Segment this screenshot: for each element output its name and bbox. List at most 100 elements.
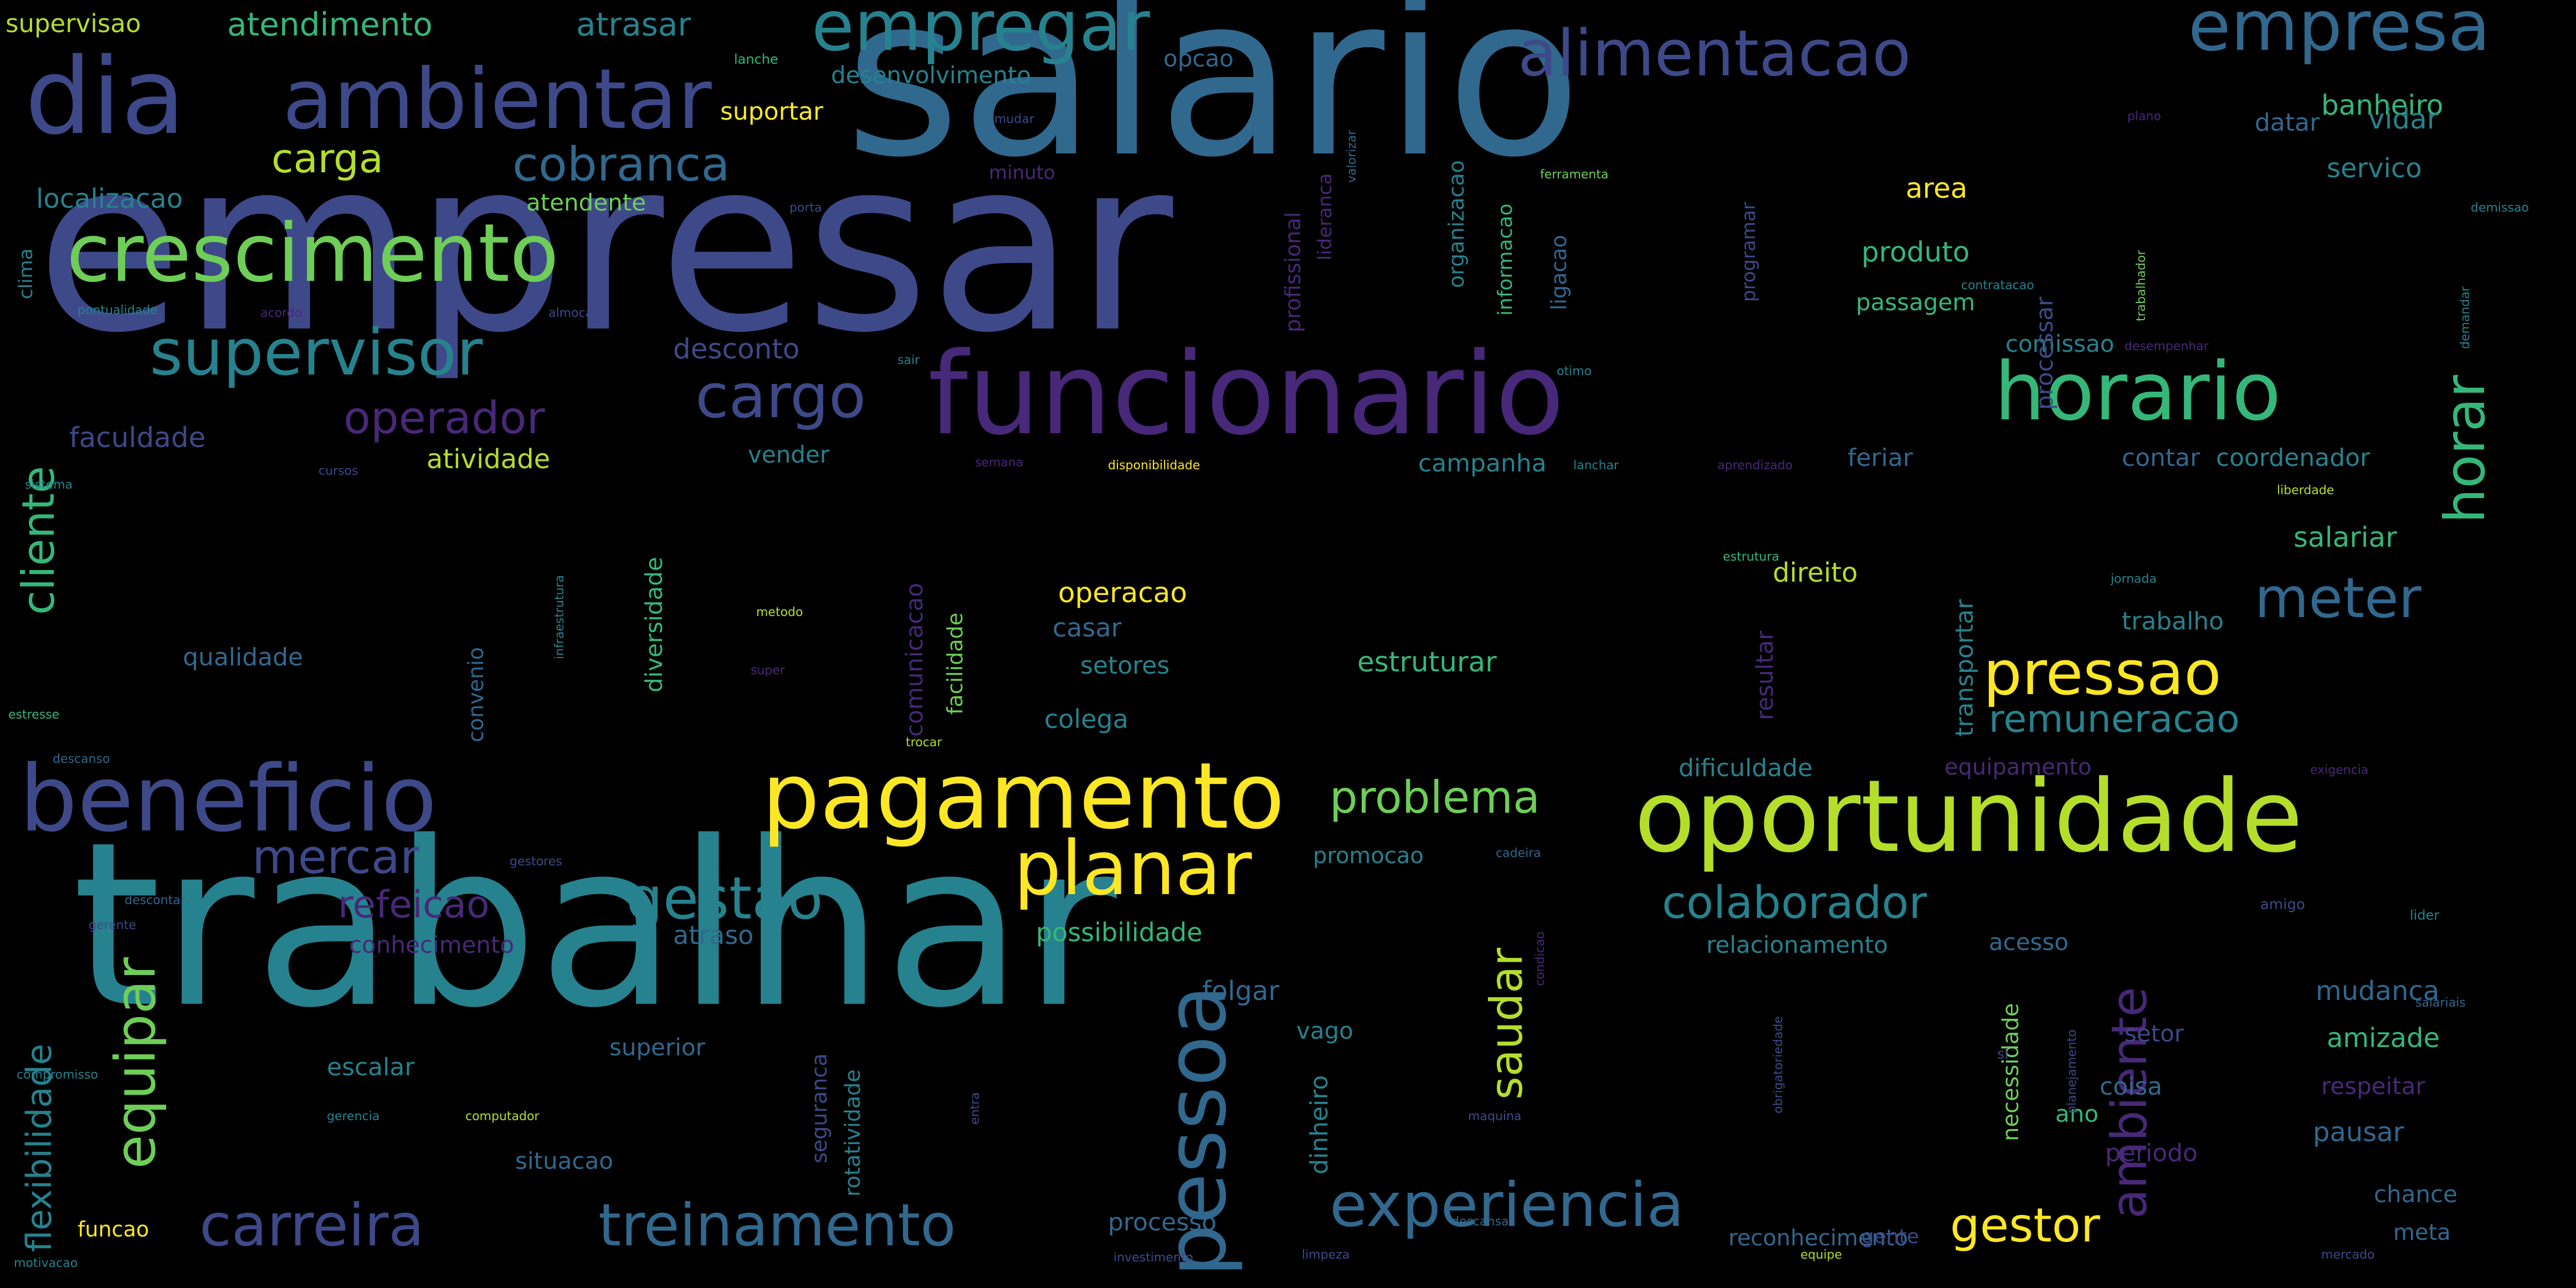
cloud-word: vago — [1296, 1017, 1353, 1044]
cloud-word: diversidade — [640, 557, 668, 692]
cloud-word: planejamento — [2065, 1029, 2079, 1113]
cloud-word: qualidade — [183, 643, 304, 671]
cloud-word: semana — [975, 456, 1024, 470]
cloud-word: atividade — [427, 444, 551, 475]
cloud-word: chance — [2374, 1181, 2457, 1208]
cloud-word: pausar — [2313, 1117, 2404, 1148]
cloud-word: organizacao — [1444, 160, 1469, 288]
cloud-word: limpeza — [1302, 1248, 1350, 1262]
cloud-word: exigencia — [2310, 763, 2369, 777]
cloud-word: treinamento — [598, 1192, 956, 1259]
cloud-word: produto — [1861, 236, 1970, 268]
cloud-word: saudar — [1481, 947, 1532, 1100]
cloud-word: descontar — [125, 894, 186, 907]
cloud-word: colega — [1044, 704, 1128, 734]
cloud-word: convenio — [464, 647, 488, 742]
cloud-word: funcao — [78, 1217, 149, 1241]
cloud-word: plano — [2127, 110, 2161, 124]
cloud-word: periodo — [2105, 1139, 2198, 1167]
cloud-word: gente — [1861, 1225, 1920, 1248]
cloud-word: informacao — [1494, 203, 1517, 316]
cloud-word: escalar — [327, 1053, 415, 1081]
cloud-word: carga — [271, 135, 383, 182]
cloud-word: disponibilidade — [1108, 459, 1200, 473]
cloud-word: area — [1906, 172, 1968, 204]
cloud-word: campanha — [1418, 449, 1547, 478]
cloud-word: sair — [897, 353, 920, 367]
cloud-word: programar — [1738, 202, 1760, 302]
cloud-word: profissional — [1281, 212, 1305, 332]
cloud-word: comunicacao — [901, 583, 928, 737]
cloud-word: refeicao — [338, 883, 490, 927]
cloud-word: estrutura — [1723, 550, 1779, 564]
cloud-word: vidar — [2368, 103, 2439, 135]
cloud-word: motivacao — [14, 1256, 78, 1270]
cloud-word: suportar — [720, 98, 824, 126]
cloud-word: cargo — [695, 361, 866, 432]
cloud-word: promocao — [1313, 843, 1424, 869]
cloud-word: cursos — [319, 464, 358, 478]
cloud-word: acesso — [1989, 928, 2069, 956]
cloud-word: salario — [845, 0, 1582, 206]
cloud-word: meta — [2393, 1220, 2451, 1245]
cloud-word: lider — [2410, 907, 2440, 923]
cloud-word: trocar — [906, 736, 942, 750]
cloud-word: empresa — [2188, 0, 2491, 66]
cloud-word: super — [751, 664, 785, 678]
cloud-word: remuneracao — [1989, 697, 2240, 741]
cloud-word: desconto — [673, 333, 800, 365]
cloud-word: atendente — [526, 189, 646, 216]
cloud-word: casar — [1053, 613, 1122, 643]
cloud-word: salariar — [2293, 521, 2397, 553]
cloud-word: crescimento — [66, 207, 559, 300]
cloud-word: ambientar — [283, 52, 712, 148]
cloud-word: minuto — [989, 162, 1055, 184]
cloud-word: porta — [789, 201, 822, 215]
cloud-word: operador — [343, 392, 545, 444]
cloud-word: cadeira — [1496, 846, 1541, 860]
cloud-word: reconhecimento — [1728, 1225, 1908, 1251]
cloud-word: estruturar — [1357, 646, 1497, 678]
cloud-word: resultar — [1751, 630, 1778, 720]
cloud-word: entra — [968, 1092, 982, 1125]
cloud-word: contratacao — [1961, 279, 2034, 293]
cloud-word: condicao — [1533, 931, 1547, 986]
cloud-word: si — [1997, 1046, 2009, 1063]
cloud-word: dinheiro — [1305, 1075, 1333, 1174]
cloud-word: funcionario — [928, 329, 1565, 460]
cloud-word: vender — [748, 441, 830, 468]
cloud-word: planar — [1014, 825, 1252, 912]
cloud-word: operacao — [1058, 577, 1188, 609]
cloud-word: problema — [1330, 772, 1541, 823]
cloud-word: gerencia — [327, 1110, 380, 1123]
cloud-word: estresse — [8, 708, 60, 722]
cloud-word: transportar — [1951, 599, 1979, 737]
cloud-word: cobranca — [512, 137, 730, 192]
cloud-word: mudanca — [2316, 976, 2440, 1007]
cloud-word: amizade — [2327, 1023, 2440, 1054]
cloud-word: facilidade — [943, 612, 967, 715]
cloud-word: banheiro — [2321, 89, 2444, 121]
cloud-word: maquina — [1468, 1110, 1522, 1123]
cloud-word: liberdade — [2277, 484, 2334, 497]
cloud-word: metodo — [756, 605, 803, 619]
cloud-word: atraso — [673, 920, 754, 950]
cloud-word: empresar — [36, 108, 1173, 385]
cloud-word: salariais — [2415, 996, 2466, 1010]
cloud-word: trabalho — [2122, 607, 2224, 635]
cloud-word: pressao — [1983, 638, 2221, 709]
cloud-word: acordo — [260, 306, 302, 320]
cloud-word: situacao — [515, 1147, 613, 1174]
cloud-word: obrigatoriedade — [1772, 1016, 1785, 1113]
cloud-word: relacionamento — [1706, 931, 1888, 958]
cloud-word: investimento — [1113, 1251, 1193, 1265]
cloud-word: feriar — [1848, 444, 1913, 472]
cloud-word: sistema — [25, 478, 73, 492]
cloud-word: oportunidade — [1634, 759, 2303, 875]
cloud-word: mercar — [252, 830, 419, 885]
cloud-word: descanso — [53, 752, 110, 766]
cloud-word: beneficio — [19, 746, 437, 852]
cloud-word: processar — [2031, 296, 2058, 410]
cloud-word: infraestrutura — [553, 574, 567, 659]
